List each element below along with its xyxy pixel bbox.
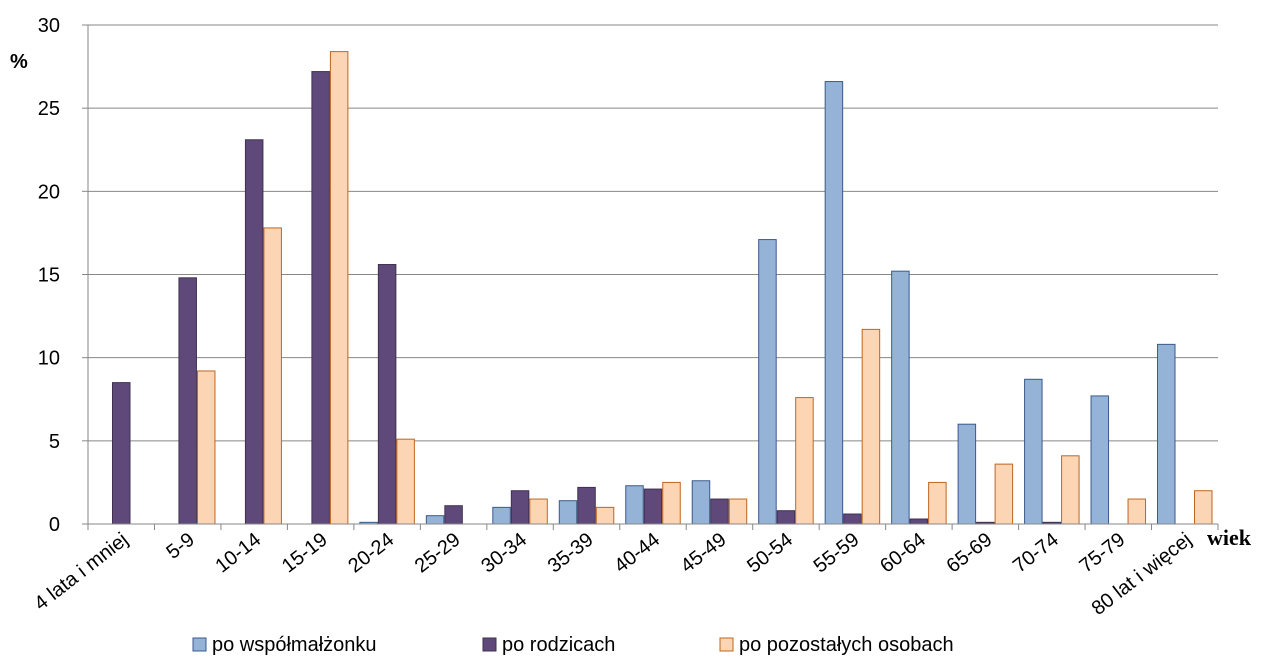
bar [1061,455,1080,525]
bar [625,485,644,525]
bar [263,227,282,525]
bar [691,480,711,525]
legend-item: po pozostałych osobach [719,634,954,656]
x-tick-labels: 4 lata i mniej 5-9 10-14 15-19 20-24 25-29 30-… [30,529,1196,620]
bar [710,498,729,525]
x-tick-label: 70-74 [1009,529,1063,578]
bar [510,490,530,525]
bar [861,328,881,525]
bar [111,382,131,525]
x-tick-label: 25-29 [411,529,465,578]
x-tick-label: 65-69 [943,529,997,578]
x-tick-label: 55-59 [810,529,864,578]
y-tick-label: 0 [49,514,60,536]
axes [82,24,1219,530]
bar [909,518,929,525]
legend-swatch [719,637,734,652]
y-tick-label: 25 [38,98,60,120]
legend-label: po rodzicach [502,634,615,656]
legend: po współmałżonku po rodzicach po pozostały… [192,634,954,656]
x-tick-label: 35-39 [544,529,598,578]
bar [1127,498,1147,525]
bar [311,71,330,525]
y-tick-label: 5 [49,431,60,453]
bar [1157,343,1176,525]
x-tick-label: 15-19 [278,529,332,578]
x-tick-label: 20-24 [344,529,398,578]
bar [377,264,397,525]
bar [643,488,663,525]
x-tick-label: 5-9 [162,529,198,564]
bar [795,397,814,525]
bar [425,515,445,525]
x-tick-label: 75-79 [1076,529,1130,578]
legend-item: po rodzicach [482,634,615,656]
x-tick-label: 50-54 [743,529,797,578]
bar [178,277,197,525]
legend-label: po pozostałych osobach [739,634,954,656]
legend-swatch [192,637,207,652]
bar [928,481,947,525]
bar [891,270,910,525]
y-tick-labels: 0 5 10 15 20 25 30 [38,15,60,536]
bar [957,423,977,525]
bar [558,500,578,525]
y-tick-label: 30 [38,15,60,37]
bar [1194,490,1213,525]
bar [595,506,615,525]
bar [728,498,748,525]
bar [492,506,511,525]
bar [1024,378,1043,525]
y-tick-label: 15 [38,265,60,287]
bar [994,463,1014,525]
bar [329,51,349,525]
bar [444,505,463,525]
bar [758,239,777,525]
legend-item: po współmałżonku [192,634,377,656]
bar [396,438,415,525]
bar [843,513,862,525]
x-tick-label: 45-49 [677,529,731,578]
bar [577,486,596,525]
bar [662,481,681,525]
x-tick-label: 30-34 [477,529,531,578]
x-axis-label: wiek [1207,525,1252,550]
bar [529,498,548,525]
x-tick-label: 4 lata i mniej [30,529,132,615]
bar [776,510,796,525]
x-tick-label: 60-64 [876,529,930,578]
x-tick-label: 10-14 [211,529,265,578]
y-tick-label: 10 [38,348,60,370]
y-axis-label: % [10,51,28,73]
bar [1090,395,1110,525]
legend-swatch [482,637,497,652]
bar [244,139,264,525]
y-tick-label: 20 [38,181,60,203]
bar [196,370,216,525]
bars [111,51,1213,525]
legend-label: po współmałżonku [212,634,377,656]
bar [824,81,844,525]
x-tick-label: 40-44 [610,529,664,578]
